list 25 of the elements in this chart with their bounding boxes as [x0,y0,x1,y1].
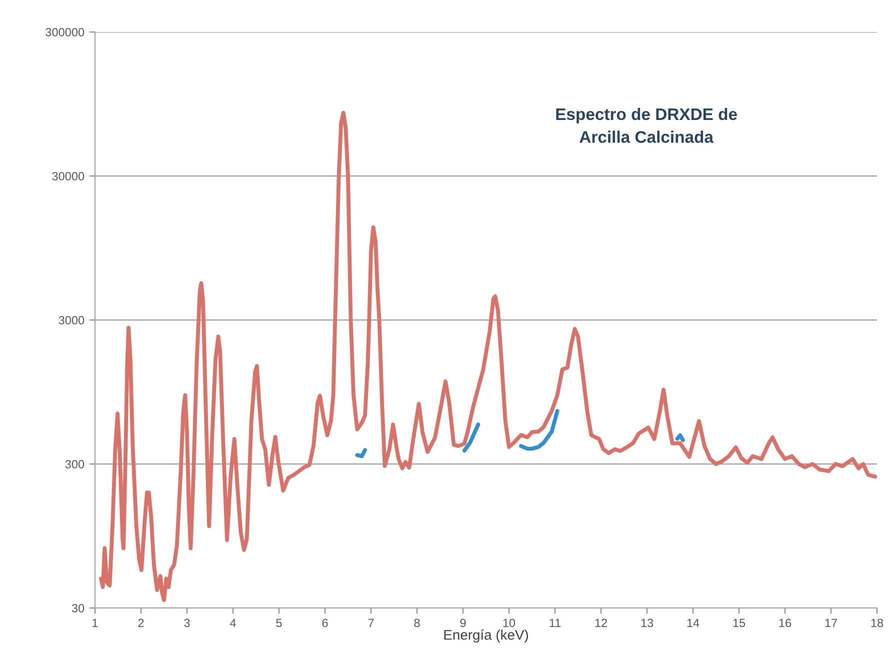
x-tick-label: 16 [779,618,792,628]
x-tick-label: 11 [550,618,561,627]
y-tick-label: 300 [65,460,84,468]
x-tick-label: 2 [138,618,144,627]
x-tick-label: 7 [368,618,374,627]
x-tick-label: 1 [92,618,98,627]
x-tick-label: 15 [733,618,746,628]
y-tick-label: 30000 [52,172,84,180]
x-tick-label: 13 [641,618,654,628]
x-tick-label: 4 [230,618,236,627]
x-tick-label: 14 [687,618,700,627]
x-tick-label: 3 [184,618,190,628]
x-tick-label: 12 [595,618,607,627]
y-tick-label: 30 [72,604,84,612]
x-tick-label: 8 [414,618,420,628]
x-tick-label: 10 [503,618,516,628]
text: Espectro de DRXDE de Arcilla Calcinada [556,108,737,143]
y-tick-label: 300000 [46,28,84,36]
x-tick-label: 5 [276,618,282,628]
x-tick-label: 6 [322,618,328,628]
y-tick-label: 3000 [58,316,84,324]
x-tick-label: 17 [825,618,837,627]
x-tick-label: 18 [871,618,884,628]
x-tick-label: 9 [460,618,466,628]
x-axis-title: Energía (keV) [444,629,528,643]
